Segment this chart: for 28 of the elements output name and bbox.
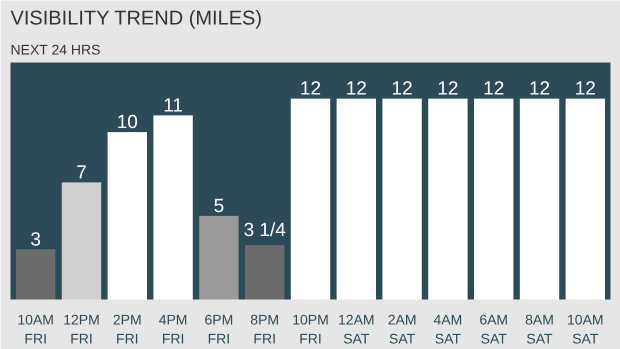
data-label: 12 [346, 78, 367, 100]
x-tick-label: 2PM FRI [112, 312, 142, 347]
chart-subtitle: NEXT 24 HRS [10, 42, 100, 58]
chart-title: VISIBILITY TREND (MILES) [10, 8, 262, 30]
data-label: 12 [300, 78, 322, 100]
data-label: 10 [116, 112, 138, 134]
x-tick-label: 2AM SAT [388, 312, 417, 347]
data-label: 11 [163, 95, 183, 116]
x-tick-label: 10AM SAT [567, 312, 604, 347]
data-label: 12 [483, 78, 504, 100]
data-label: 3 1/4 [244, 220, 286, 242]
x-tick-label: 10AM FRI [17, 312, 54, 347]
data-label: 12 [574, 78, 596, 100]
x-tick-label: 12AM SAT [338, 312, 375, 347]
x-tick-label: 4AM SAT [434, 312, 462, 347]
x-tick-label: 10PM FRI [292, 312, 329, 347]
x-tick-label: 8AM SAT [525, 312, 554, 347]
data-label: 12 [528, 78, 550, 100]
data-label: 7 [76, 162, 87, 184]
x-tick-label: 4PM FRI [158, 312, 188, 347]
x-tick-label: 8PM FRI [250, 312, 280, 347]
x-tick-label: 12PM FRI [63, 312, 100, 347]
data-label: 5 [214, 196, 224, 217]
data-label: 3 [30, 229, 41, 250]
data-label: 12 [437, 78, 458, 100]
x-tick-label: 6AM SAT [479, 312, 508, 347]
x-tick-label: 6PM FRI [204, 312, 234, 347]
data-label: 12 [392, 78, 413, 100]
